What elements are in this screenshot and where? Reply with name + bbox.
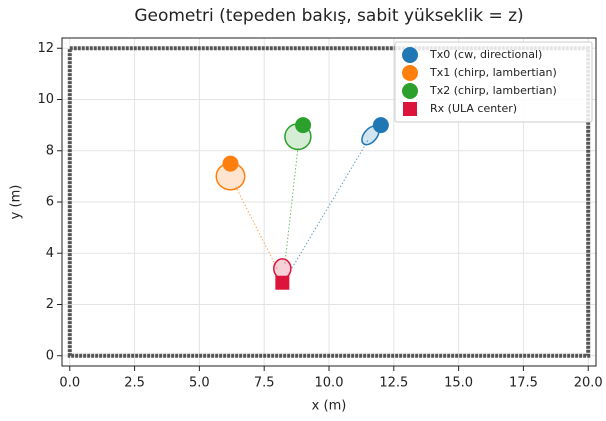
y-tick-label: 2 xyxy=(46,297,54,312)
plot-frame xyxy=(61,37,597,367)
tx-marker xyxy=(295,117,312,134)
x-tick-label: 7.5 xyxy=(254,376,275,391)
y-tick-label: 12 xyxy=(37,41,54,56)
x-axis-label: x (m) xyxy=(312,399,347,414)
y-tick-label: 6 xyxy=(46,195,54,210)
legend-box xyxy=(394,41,593,123)
y-tick-label: 0 xyxy=(46,348,54,363)
tx-marker xyxy=(372,117,389,134)
y-tick-label: 4 xyxy=(46,246,54,261)
x-tick-label: 0.0 xyxy=(59,376,80,391)
y-axis-label: y (m) xyxy=(9,185,24,220)
legend-marker xyxy=(402,65,418,81)
link-line xyxy=(284,148,299,264)
x-tick-label: 10.0 xyxy=(315,376,344,391)
legend-label: Rx (ULA center) xyxy=(430,102,517,115)
y-tick-label: 8 xyxy=(46,143,54,158)
chart-title: Geometri (tepeden bakış, sabit yükseklik… xyxy=(134,6,523,26)
x-tick-label: 17.5 xyxy=(509,376,538,391)
legend-label: Tx2 (chirp, lambertian) xyxy=(429,84,557,97)
x-tick-label: 20.0 xyxy=(574,376,603,391)
y-tick-label: 10 xyxy=(37,92,54,107)
x-tick-label: 12.5 xyxy=(379,376,408,391)
beam-pattern xyxy=(273,258,292,280)
legend-label: Tx0 (cw, directional) xyxy=(429,48,542,61)
x-tick-label: 5.0 xyxy=(189,376,210,391)
legend-label: Tx1 (chirp, lambertian) xyxy=(429,66,557,79)
link-line xyxy=(289,140,369,272)
legend: Tx0 (cw, directional) Tx1 (chirp, lambert… xyxy=(394,41,593,123)
legend-marker xyxy=(402,47,418,63)
x-tick-label: 2.5 xyxy=(124,376,145,391)
legend-marker xyxy=(402,83,418,99)
rx-marker xyxy=(275,275,290,290)
link-line xyxy=(235,186,278,269)
room-boundary xyxy=(67,46,591,358)
tx-marker xyxy=(222,155,239,172)
legend-marker xyxy=(403,102,417,116)
x-tick-label: 15.0 xyxy=(444,376,473,391)
